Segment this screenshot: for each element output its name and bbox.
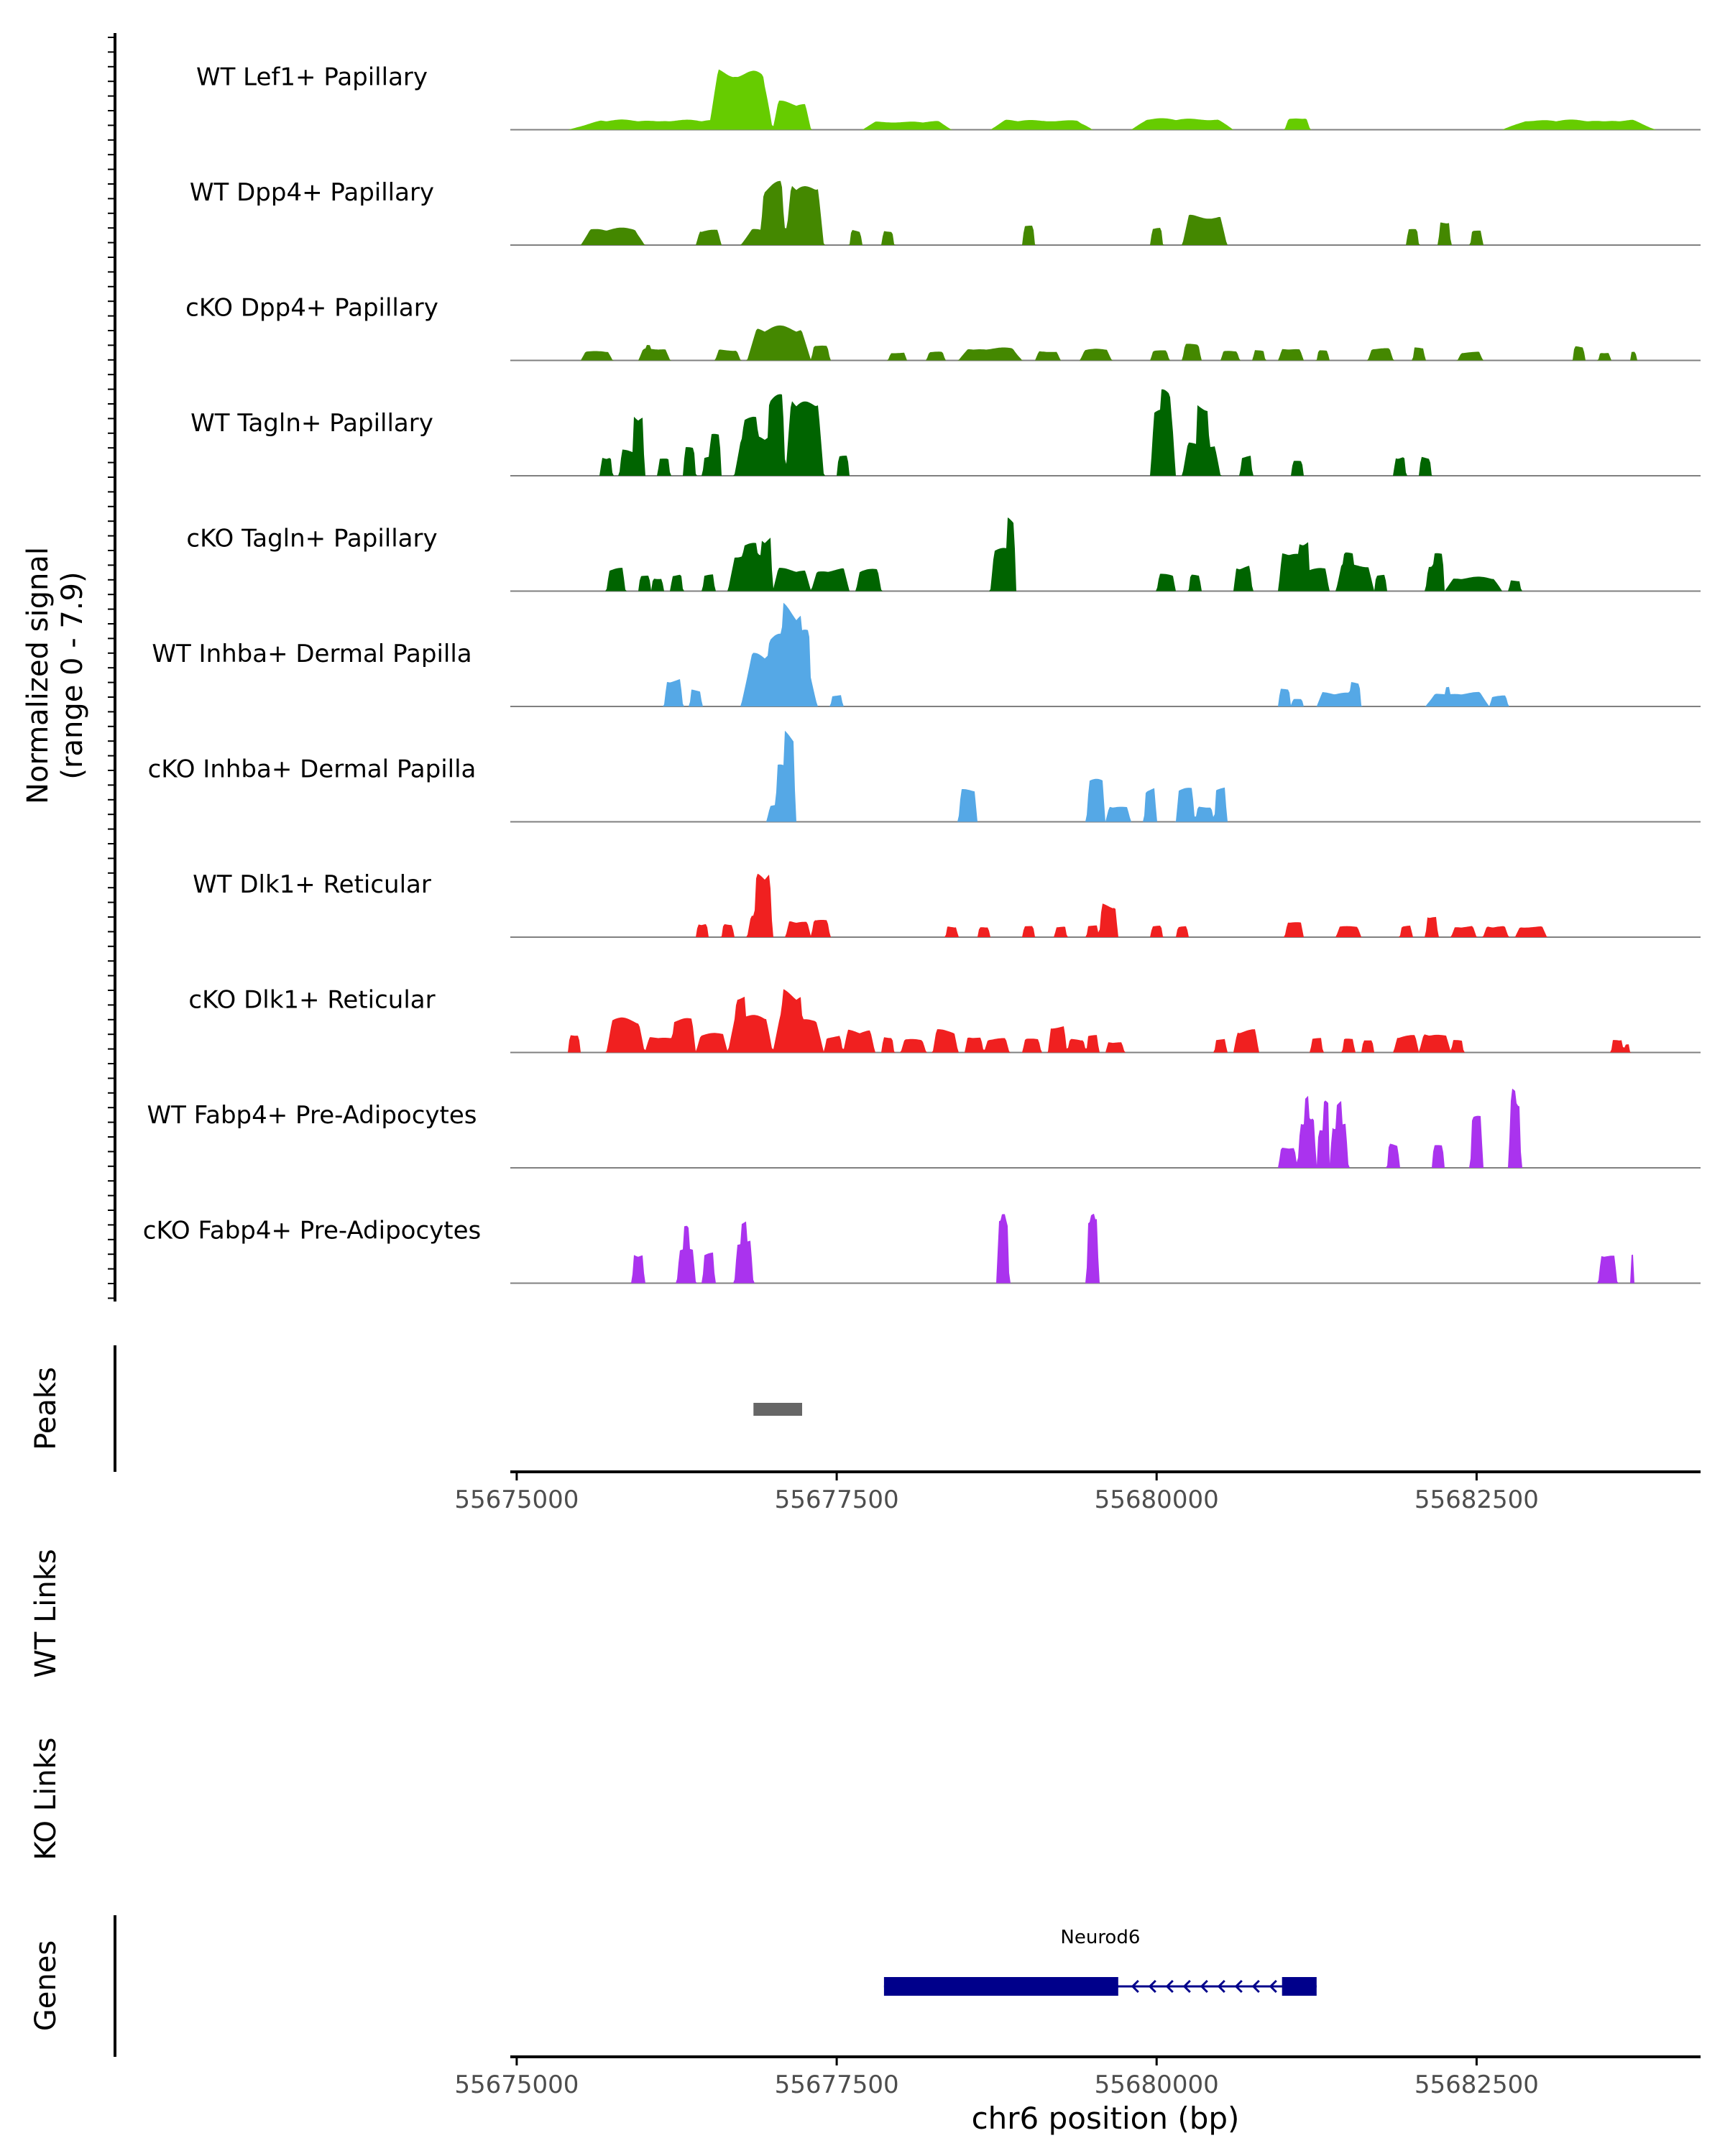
coverage-area [510, 989, 1701, 1053]
track-label: cKO Dpp4+ Papillary [185, 294, 438, 323]
coverage-area [510, 517, 1701, 591]
track-9: cKO Dlk1+ Reticular [188, 986, 1701, 1054]
ko-links-label: KO Links [29, 1738, 63, 1861]
track-label: WT Dpp4+ Papillary [190, 178, 434, 207]
strand-arrow-icon [1269, 1979, 1277, 1994]
x-tick-label: 55682500 [1414, 2070, 1539, 2099]
gene-track: Neurod6 [883, 1927, 1317, 1996]
genes-section-label: Genes [29, 1940, 63, 2031]
peaks-section-label: Peaks [29, 1367, 63, 1450]
track-label: WT Fabp4+ Pre-Adipocytes [147, 1101, 477, 1130]
track-11: cKO Fabp4+ Pre-Adipocytes [143, 1213, 1701, 1284]
coverage-area [510, 730, 1701, 822]
x-tick-label: 55680000 [1095, 2070, 1219, 2099]
coverage-area [510, 325, 1701, 361]
coverage-tracks: WT Lef1+ Papillary WT Dpp4+ Papillary cKO … [143, 63, 1701, 1284]
peaks-track [753, 1403, 802, 1416]
coverage-area [510, 180, 1701, 245]
track-3: cKO Dpp4+ Papillary [185, 294, 1701, 361]
gene-label: Neurod6 [1060, 1927, 1140, 1948]
track-label: WT Inhba+ Dermal Papilla [152, 640, 472, 668]
x-tick-label: 55680000 [1095, 1485, 1219, 1514]
genomic-axis-bottom-ticks: 55675000 55677500 55680000 55682500 [454, 2057, 1539, 2099]
x-tick-label: 55682500 [1414, 1485, 1539, 1514]
strand-arrow-icon [1200, 1979, 1208, 1994]
x-tick-label: 55677500 [775, 1485, 899, 1514]
strand-arrow-icon [1251, 1979, 1260, 1994]
gene-exon [883, 1977, 1118, 1996]
x-axis-title: chr6 position (bp) [972, 2101, 1240, 2136]
coverage-area [510, 69, 1701, 130]
track-label: WT Dlk1+ Reticular [193, 870, 431, 899]
y-axis-title-line2: (range 0 - 7.9) [56, 571, 89, 779]
strand-arrow-icon [1234, 1979, 1243, 1994]
track-label: cKO Tagln+ Papillary [186, 525, 437, 553]
peak-bar [753, 1403, 802, 1416]
wt-links-label: WT Links [29, 1549, 63, 1677]
gene-exon [1282, 1977, 1317, 1996]
track-2: WT Dpp4+ Papillary [190, 178, 1701, 246]
track-label: cKO Fabp4+ Pre-Adipocytes [143, 1217, 482, 1245]
track-1: WT Lef1+ Papillary [196, 63, 1701, 131]
coverage-area [510, 389, 1701, 476]
coverage-area [510, 1213, 1701, 1284]
genomic-axis-top-ticks: 55675000 55677500 55680000 55682500 [454, 1472, 1539, 1514]
track-8: WT Dlk1+ Reticular [193, 870, 1701, 938]
strand-arrow-icon [1165, 1979, 1174, 1994]
x-tick-label: 55675000 [454, 1485, 579, 1514]
y-axis-title-line1: Normalized signal [22, 547, 55, 804]
strand-arrow-icon [1131, 1979, 1139, 1994]
track-5: cKO Tagln+ Papillary [186, 517, 1701, 592]
track-7: cKO Inhba+ Dermal Papilla [148, 730, 1701, 823]
track-label: cKO Dlk1+ Reticular [188, 986, 435, 1015]
strand-arrow-icon [1182, 1979, 1191, 1994]
strand-arrow-icon [1148, 1979, 1156, 1994]
coverage-area [510, 873, 1701, 937]
track-label: WT Tagln+ Papillary [190, 409, 433, 438]
track-label: cKO Inhba+ Dermal Papilla [148, 755, 477, 784]
x-tick-label: 55677500 [775, 2070, 899, 2099]
coverage-area [510, 1088, 1701, 1168]
x-tick-label: 55675000 [454, 2070, 579, 2099]
track-4: WT Tagln+ Papillary [190, 389, 1701, 476]
signal-axis-ticks [108, 37, 115, 1299]
track-6: WT Inhba+ Dermal Papilla [152, 602, 1701, 707]
coverage-area [510, 602, 1701, 706]
strand-arrow-icon [1217, 1979, 1225, 1994]
track-10: WT Fabp4+ Pre-Adipocytes [147, 1088, 1701, 1169]
track-label: WT Lef1+ Papillary [196, 63, 428, 92]
